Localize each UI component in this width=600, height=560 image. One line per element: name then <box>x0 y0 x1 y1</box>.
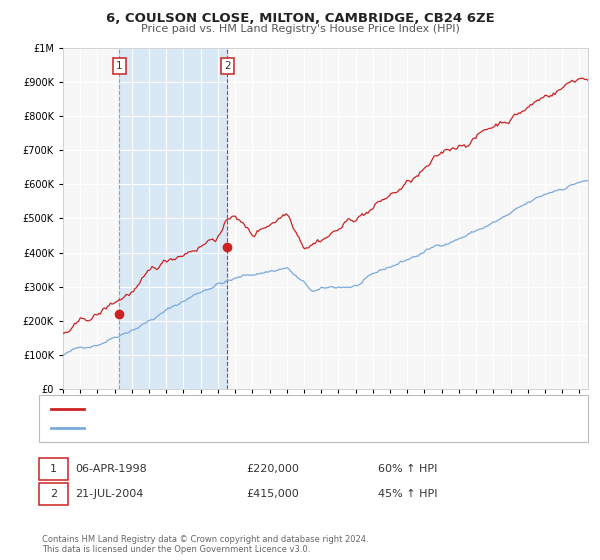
Text: Price paid vs. HM Land Registry's House Price Index (HPI): Price paid vs. HM Land Registry's House … <box>140 24 460 34</box>
Text: 45% ↑ HPI: 45% ↑ HPI <box>378 489 437 499</box>
Text: 06-APR-1998: 06-APR-1998 <box>75 464 147 474</box>
Text: £220,000: £220,000 <box>246 464 299 474</box>
Text: £415,000: £415,000 <box>246 489 299 499</box>
Text: 6, COULSON CLOSE, MILTON, CAMBRIDGE, CB24 6ZE (detached house): 6, COULSON CLOSE, MILTON, CAMBRIDGE, CB2… <box>91 404 439 414</box>
Text: 1: 1 <box>50 464 57 474</box>
Text: 2: 2 <box>50 489 57 499</box>
Text: 1: 1 <box>116 62 122 71</box>
Text: 2: 2 <box>224 62 230 71</box>
Text: HPI: Average price, detached house, South Cambridgeshire: HPI: Average price, detached house, Sout… <box>91 423 381 433</box>
Text: 6, COULSON CLOSE, MILTON, CAMBRIDGE, CB24 6ZE: 6, COULSON CLOSE, MILTON, CAMBRIDGE, CB2… <box>106 12 494 25</box>
Text: 60% ↑ HPI: 60% ↑ HPI <box>378 464 437 474</box>
Bar <box>119 48 227 389</box>
Text: 21-JUL-2004: 21-JUL-2004 <box>75 489 143 499</box>
Text: Contains HM Land Registry data © Crown copyright and database right 2024.: Contains HM Land Registry data © Crown c… <box>42 535 368 544</box>
Text: This data is licensed under the Open Government Licence v3.0.: This data is licensed under the Open Gov… <box>42 545 310 554</box>
